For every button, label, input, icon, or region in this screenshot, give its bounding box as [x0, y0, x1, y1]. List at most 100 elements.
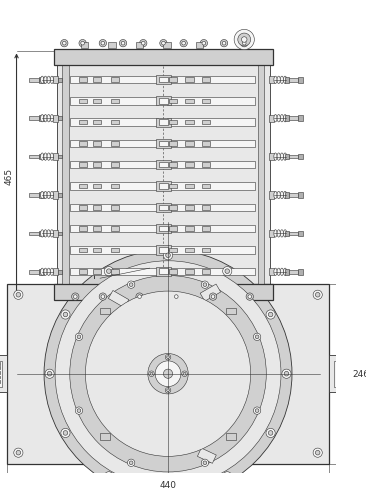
Bar	[54, 50, 273, 66]
Bar	[186, 248, 194, 253]
Ellipse shape	[277, 115, 280, 123]
Bar	[53, 230, 58, 237]
Circle shape	[107, 474, 111, 478]
Bar	[285, 78, 289, 83]
Circle shape	[104, 267, 113, 276]
Circle shape	[255, 335, 259, 339]
Ellipse shape	[44, 154, 47, 161]
FancyBboxPatch shape	[100, 434, 110, 440]
Circle shape	[248, 295, 251, 299]
Bar	[186, 78, 194, 83]
Bar	[93, 205, 101, 210]
Bar	[298, 116, 303, 122]
Circle shape	[242, 38, 247, 43]
Circle shape	[16, 293, 20, 298]
Bar	[53, 77, 58, 84]
Circle shape	[268, 313, 273, 317]
Bar	[40, 231, 44, 236]
Bar	[169, 121, 177, 125]
Bar	[53, 154, 58, 161]
Circle shape	[47, 372, 52, 376]
Bar	[258, 66, 265, 286]
Bar	[159, 184, 168, 189]
Circle shape	[75, 334, 83, 341]
Bar	[156, 76, 171, 85]
Circle shape	[14, 291, 23, 300]
Circle shape	[79, 41, 86, 48]
Bar	[202, 205, 210, 210]
Bar	[289, 232, 298, 236]
Bar	[164, 43, 171, 49]
Circle shape	[238, 34, 251, 47]
Circle shape	[119, 41, 127, 48]
Circle shape	[81, 42, 85, 46]
Bar	[167, 140, 255, 148]
Bar	[111, 227, 119, 231]
Circle shape	[85, 292, 251, 456]
Bar	[269, 77, 274, 84]
Ellipse shape	[50, 77, 53, 84]
Circle shape	[234, 31, 254, 51]
Bar	[298, 231, 303, 236]
Ellipse shape	[274, 154, 277, 161]
Bar	[167, 268, 255, 276]
Bar	[70, 162, 158, 169]
Bar	[167, 204, 255, 211]
Bar	[156, 203, 171, 212]
Ellipse shape	[274, 77, 277, 84]
Bar	[289, 155, 298, 159]
Bar	[93, 184, 101, 189]
Bar	[159, 269, 168, 275]
Bar	[202, 227, 210, 231]
Ellipse shape	[284, 230, 287, 237]
Ellipse shape	[47, 192, 50, 199]
Bar	[186, 184, 194, 189]
Bar	[269, 269, 274, 276]
Bar	[167, 119, 255, 127]
Bar	[169, 205, 177, 210]
Bar	[159, 141, 168, 147]
Circle shape	[220, 41, 228, 48]
Bar	[156, 118, 171, 127]
Bar	[93, 227, 101, 231]
Bar	[58, 155, 61, 159]
Bar	[169, 227, 177, 231]
Text: 465: 465	[5, 167, 14, 184]
Circle shape	[129, 461, 133, 465]
Text: 246: 246	[352, 369, 366, 378]
Bar	[167, 183, 255, 190]
Bar	[156, 246, 171, 255]
Circle shape	[155, 361, 181, 387]
Circle shape	[61, 41, 68, 48]
Circle shape	[121, 42, 125, 46]
Ellipse shape	[44, 192, 47, 199]
Bar	[0, 356, 7, 392]
Ellipse shape	[284, 115, 287, 123]
Ellipse shape	[41, 77, 44, 84]
Ellipse shape	[44, 230, 47, 237]
Circle shape	[211, 295, 215, 299]
Ellipse shape	[284, 77, 287, 84]
Bar	[200, 285, 221, 302]
Bar	[156, 140, 171, 149]
Circle shape	[182, 371, 187, 377]
Circle shape	[180, 41, 187, 48]
Circle shape	[202, 42, 206, 46]
Circle shape	[223, 267, 232, 276]
Circle shape	[165, 355, 171, 360]
Circle shape	[99, 41, 107, 48]
Bar	[336, 367, 351, 369]
Bar	[111, 78, 119, 83]
Bar	[169, 99, 177, 104]
Ellipse shape	[47, 230, 50, 237]
Circle shape	[72, 293, 79, 301]
Bar	[79, 205, 87, 210]
Bar	[79, 227, 87, 231]
Circle shape	[101, 295, 105, 299]
Bar	[29, 194, 38, 197]
Bar	[40, 116, 44, 122]
Circle shape	[201, 282, 209, 289]
Bar	[195, 43, 203, 49]
Bar	[156, 267, 171, 276]
Bar	[70, 98, 158, 105]
